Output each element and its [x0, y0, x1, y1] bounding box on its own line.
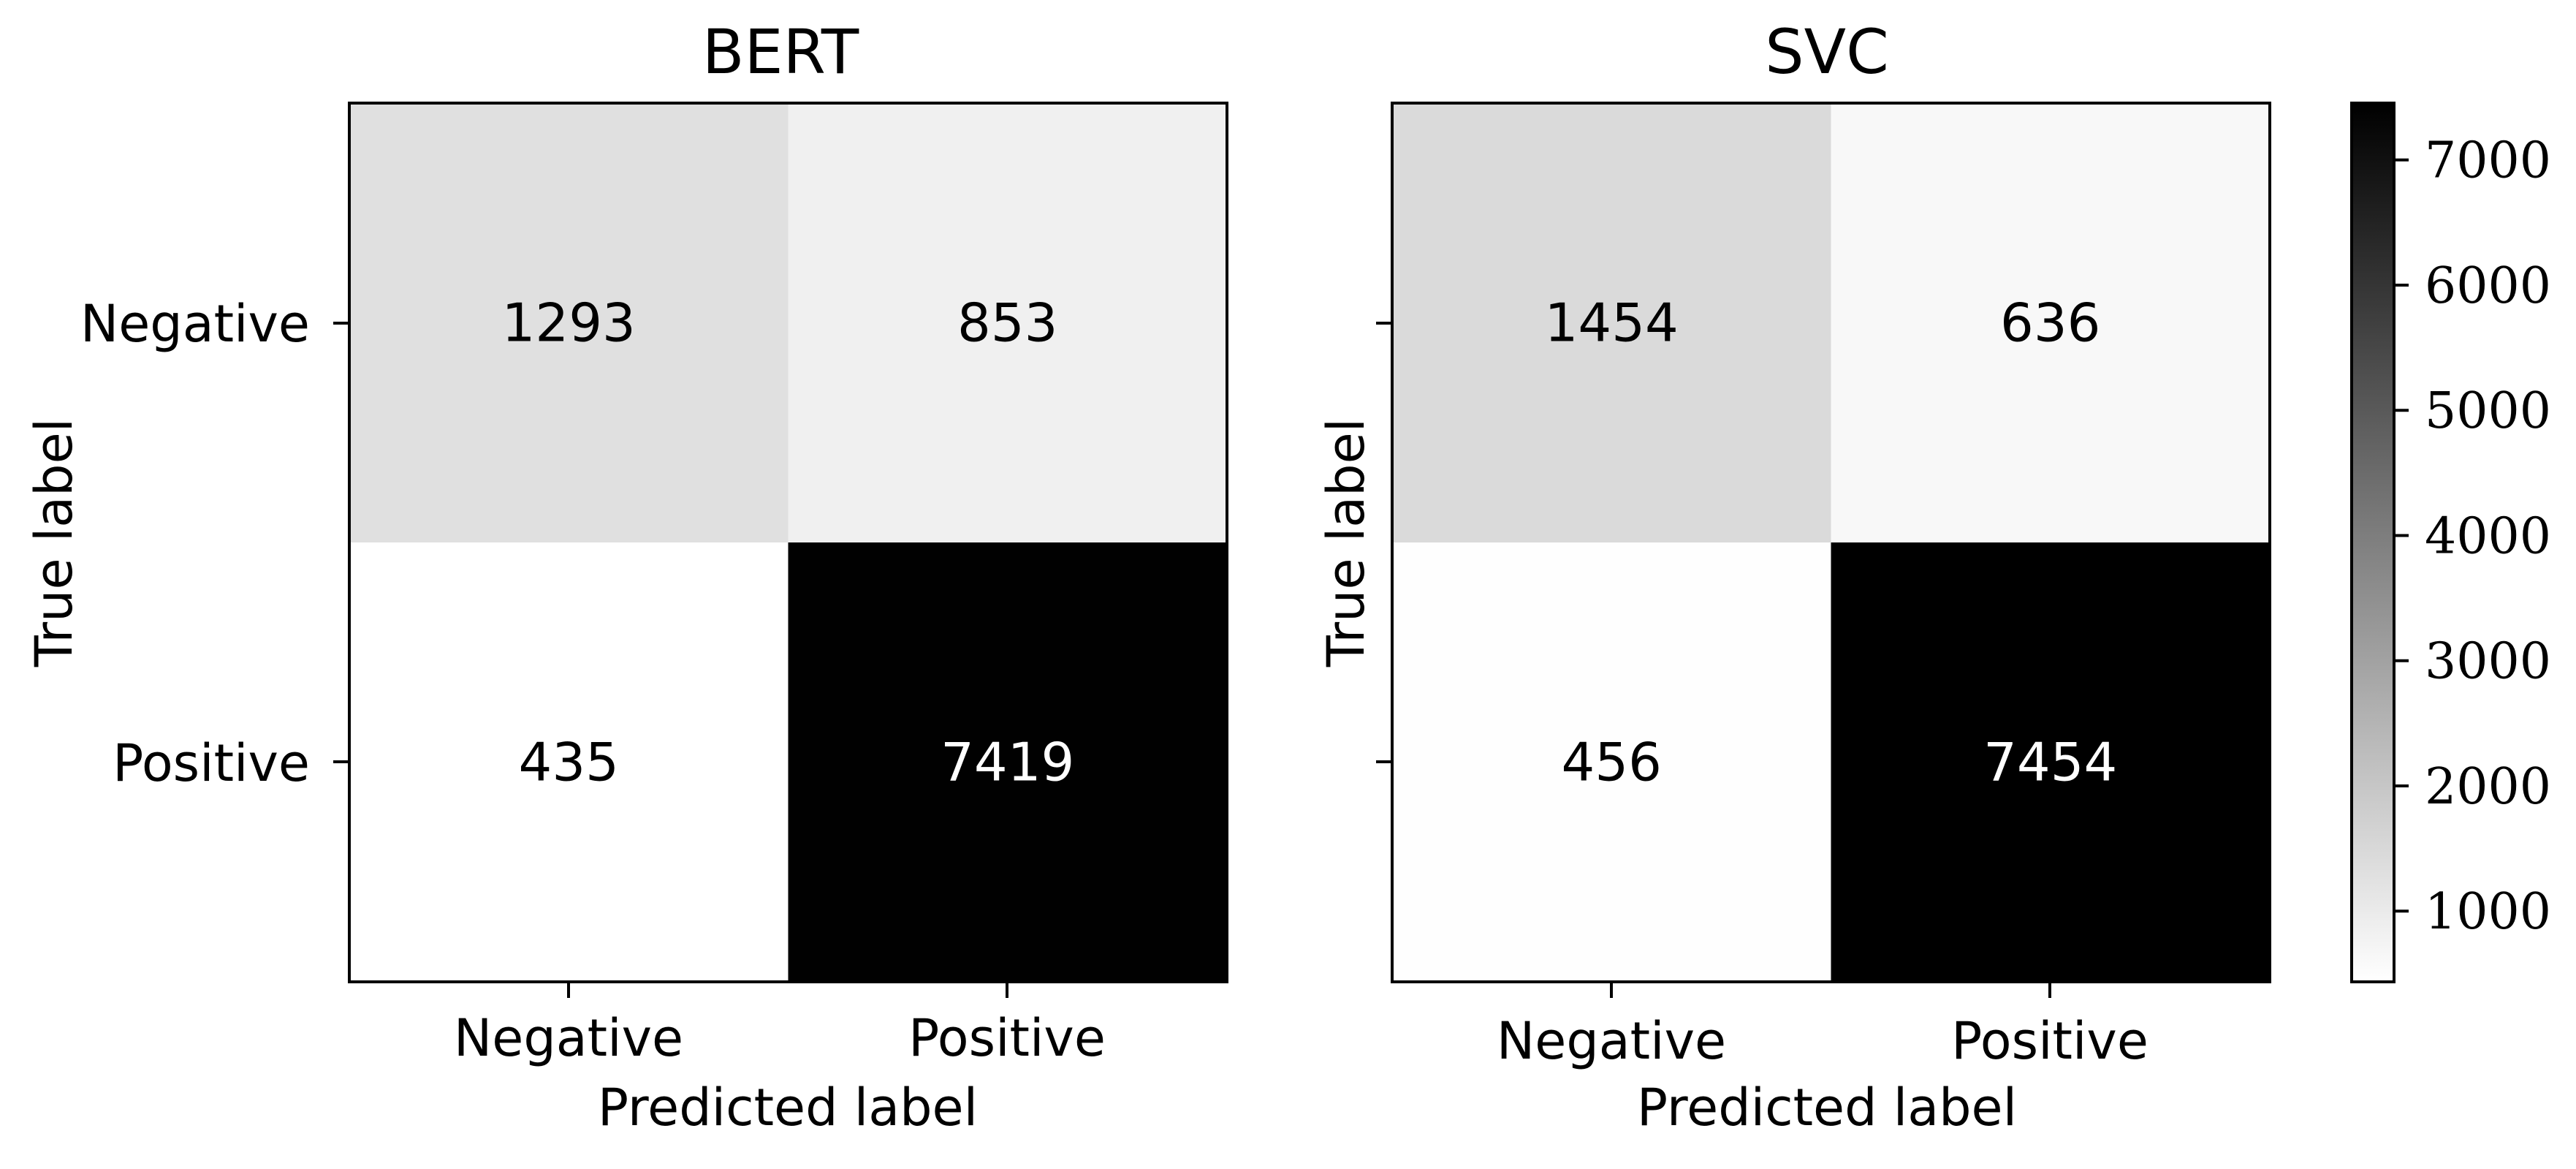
x-tick-label: Positive	[1951, 1011, 2148, 1071]
colorbar-tick-label: 7000	[2425, 132, 2551, 190]
y-tick-label: Negative	[80, 294, 310, 354]
colorbar-frame	[2350, 102, 2395, 983]
chart-title: SVC	[1765, 16, 1888, 88]
colorbar-tick-label: 5000	[2425, 382, 2551, 440]
chart-title: BERT	[702, 16, 859, 88]
panel-bert: BERT 1293 853 435 7419 Negative Positive Ne…	[24, 16, 1228, 1138]
colorbar: 1000 2000 3000 4000 5000 6000 7000	[2350, 102, 2551, 983]
heatmap-cell	[788, 542, 1228, 983]
heatmap-cell	[349, 542, 789, 983]
heatmap-cells: 1293 853 435 7419	[349, 103, 1228, 983]
plot-frame	[1391, 102, 2271, 983]
colorbar-ticks: 1000 2000 3000 4000 5000 6000 7000	[2394, 132, 2551, 941]
colorbar-tick-label: 1000	[2425, 883, 2551, 941]
cell-value-label: 853	[957, 292, 1057, 354]
heatmap-cell	[349, 103, 789, 543]
heatmap-cell	[1392, 103, 1831, 543]
y-axis-label: True label	[1316, 418, 1376, 667]
heatmap-cell	[1392, 542, 1831, 983]
colorbar-tick-label: 3000	[2425, 633, 2551, 691]
panel-svc: SVC 1454 636 456 7454 Negative Positive Pre…	[1316, 16, 2271, 1138]
x-tick-label: Positive	[908, 1008, 1106, 1068]
heatmap-cell	[1831, 542, 2271, 983]
colorbar-tick-label: 4000	[2425, 507, 2551, 565]
plot-frame	[348, 102, 1228, 983]
cell-value-label: 456	[1562, 732, 1662, 793]
x-tick-label: Negative	[1497, 1011, 1726, 1071]
y-tick-label: Positive	[113, 733, 310, 793]
x-axis-label: Predicted label	[598, 1078, 978, 1138]
colorbar-tick-label: 6000	[2425, 257, 2551, 315]
x-tick-label: Negative	[454, 1008, 683, 1068]
cell-value-label: 1454	[1545, 292, 1679, 354]
y-axis-label: True label	[24, 418, 84, 667]
cell-value-label: 636	[2000, 292, 2100, 354]
cell-value-label: 7454	[1983, 732, 2117, 793]
heatmap-cell	[788, 103, 1228, 543]
heatmap-cell	[1831, 103, 2271, 543]
heatmap-cells: 1454 636 456 7454	[1392, 103, 2271, 983]
x-axis-label: Predicted label	[1637, 1078, 2017, 1138]
cell-value-label: 7419	[941, 732, 1074, 793]
colorbar-tick-label: 2000	[2425, 758, 2551, 816]
cell-value-label: 435	[519, 732, 619, 793]
colorbar-gradient	[2352, 103, 2394, 982]
cell-value-label: 1293	[502, 292, 636, 354]
